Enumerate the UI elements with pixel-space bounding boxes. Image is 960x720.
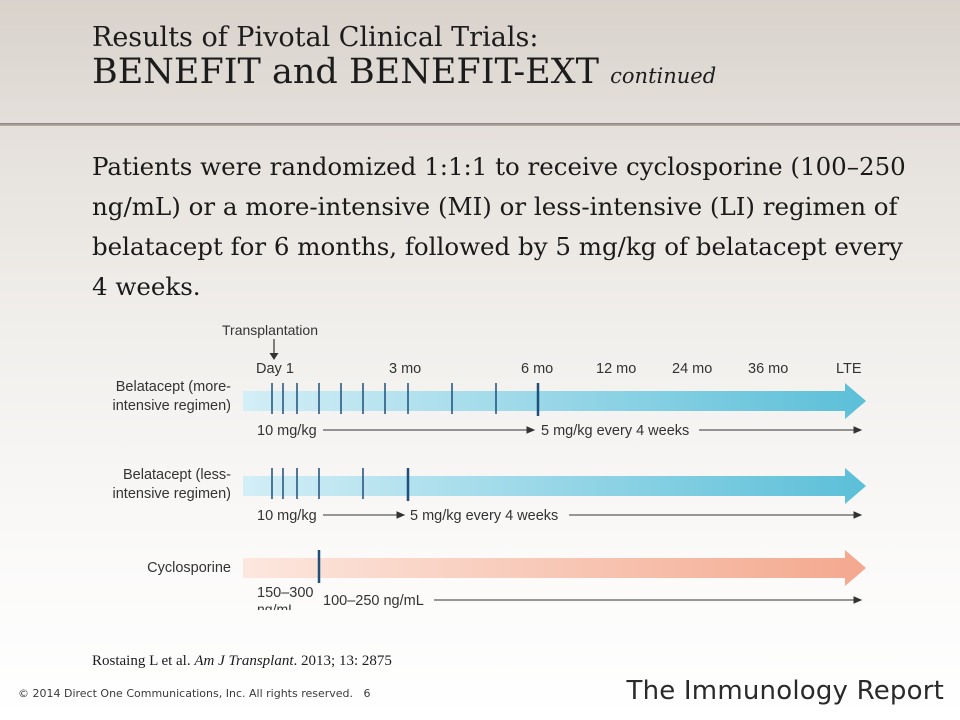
dose-arrowhead bbox=[853, 511, 863, 519]
timepoint-6mo: 6 mo bbox=[521, 361, 553, 377]
brand-logo: The Immunology Report bbox=[626, 676, 944, 706]
timepoint-lte: LTE bbox=[836, 361, 862, 377]
timeline-row-mi bbox=[243, 383, 866, 419]
timepoint-day1: Day 1 bbox=[256, 361, 294, 377]
dose-initial-csa-1: 150–300 bbox=[257, 585, 313, 601]
timeline-row-li bbox=[243, 468, 866, 504]
citation-authors: Rostaing L et al. bbox=[92, 653, 191, 669]
copyright-text: © 2014 Direct One Communications, Inc. A… bbox=[18, 687, 354, 700]
citation-journal: Am J Transplant bbox=[194, 653, 294, 669]
row-label-li-2: intensive regimen) bbox=[113, 486, 231, 502]
title-continued: continued bbox=[610, 64, 717, 89]
footer-copyright: © 2014 Direct One Communications, Inc. A… bbox=[18, 687, 371, 700]
row-label-mi-2: intensive regimen) bbox=[113, 398, 231, 414]
timepoint-3mo: 3 mo bbox=[389, 361, 421, 377]
dose-initial-li: 10 mg/kg bbox=[257, 508, 317, 524]
timepoint-36mo: 36 mo bbox=[748, 361, 788, 377]
body-text: Patients were randomized 1:1:1 to receiv… bbox=[92, 152, 906, 301]
citation-details: . 2013; 13: 2875 bbox=[293, 653, 392, 669]
timeline-row-csa bbox=[243, 550, 866, 586]
dose-initial-csa-2: ng/mL bbox=[257, 601, 296, 610]
dose-maintenance-mi: 5 mg/kg every 4 weeks bbox=[541, 423, 689, 439]
citation: Rostaing L et al. Am J Transplant. 2013;… bbox=[92, 653, 392, 670]
dose-arrowhead bbox=[853, 596, 863, 604]
dose-arrowhead bbox=[853, 426, 863, 434]
slide-title: Results of Pivotal Clinical Trials: BENE… bbox=[92, 22, 920, 92]
title-line-1: Results of Pivotal Clinical Trials: bbox=[92, 22, 539, 53]
title-main: BENEFIT and BENEFIT-EXT bbox=[92, 52, 599, 93]
dose-maintenance-csa: 100–250 ng/mL bbox=[323, 593, 424, 609]
timeline-arrow-csa bbox=[243, 550, 866, 586]
dose-arrowhead bbox=[396, 511, 406, 519]
timeline-arrow-mi bbox=[243, 383, 866, 419]
row-label-li-1: Belatacept (less- bbox=[123, 467, 231, 483]
page-number: 6 bbox=[363, 687, 371, 700]
dose-initial-mi: 10 mg/kg bbox=[257, 423, 317, 439]
trial-design-diagram: Transplantation Day 1 3 mo 6 mo 12 mo 24… bbox=[113, 322, 866, 610]
timepoint-12mo: 12 mo bbox=[596, 361, 636, 377]
title-divider bbox=[0, 123, 960, 126]
timepoint-24mo: 24 mo bbox=[672, 361, 712, 377]
dose-maintenance-li: 5 mg/kg every 4 weeks bbox=[410, 508, 558, 524]
row-label-csa: Cyclosporine bbox=[147, 560, 231, 576]
row-label-mi-1: Belatacept (more- bbox=[116, 379, 231, 395]
timeline-arrow-li bbox=[243, 468, 866, 504]
title-line-2: BENEFIT and BENEFIT-EXT continued bbox=[92, 53, 920, 92]
dose-arrowhead bbox=[526, 426, 536, 434]
transplantation-label: Transplantation bbox=[222, 322, 318, 338]
transplantation-arrowhead bbox=[269, 353, 279, 360]
